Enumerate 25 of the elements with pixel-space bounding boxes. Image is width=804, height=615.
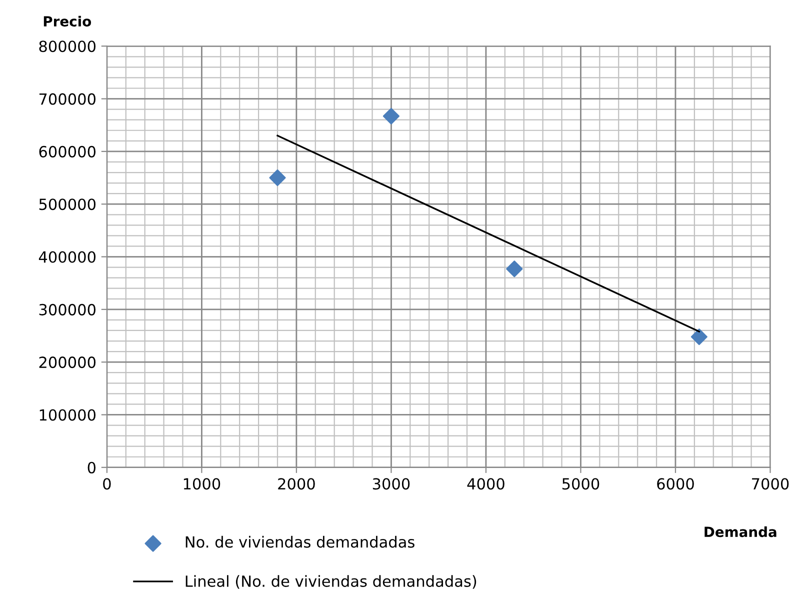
x-tick-label: 4000 [467, 478, 504, 490]
point [269, 169, 286, 186]
y-tick-label: 200000 [39, 356, 96, 368]
y-tick-label: 600000 [39, 146, 96, 158]
x-tick-label: 5000 [562, 478, 600, 490]
legend-label: Lineal (No. de viviendas demandadas) [186, 575, 476, 589]
point [506, 260, 523, 278]
x-tick-label: 1000 [184, 478, 220, 490]
x-tick-label: 6000 [657, 478, 694, 490]
y-tick-label: 500000 [39, 198, 96, 210]
y-tick-label: 100000 [40, 409, 96, 421]
y-tick-label: 0 [88, 462, 96, 474]
y-tick-label: 300000 [39, 304, 96, 316]
x-tick-label: 2000 [278, 478, 315, 490]
y-tick-label: 400000 [38, 251, 96, 263]
legend-label: No. de viviendas demandadas [186, 536, 414, 548]
y-tick-label: 700000 [39, 93, 96, 105]
x-tick-label: 3000 [372, 478, 410, 490]
y-axis-title: Precio [44, 16, 92, 27]
x-axis-title: Demanda [704, 526, 776, 538]
point [382, 108, 400, 124]
point [690, 328, 708, 346]
x-tick-label: 0 [103, 478, 111, 490]
x-tick-label: 7000 [752, 478, 789, 490]
y-tick-label: 800000 [39, 40, 96, 52]
